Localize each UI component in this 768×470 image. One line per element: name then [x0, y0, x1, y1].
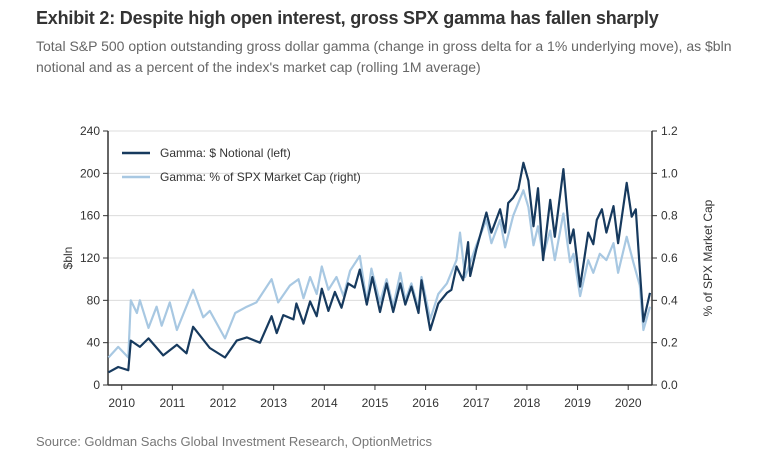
x-tick-label: 2014 — [311, 396, 338, 410]
chart-subtitle: Total S&P 500 option outstanding gross d… — [36, 38, 732, 75]
y-tick-label-left: 200 — [80, 166, 100, 180]
x-tick-label: 2018 — [514, 396, 541, 410]
x-tick-label: 2013 — [260, 396, 287, 410]
x-tick-label: 2017 — [463, 396, 490, 410]
x-tick-label: 2015 — [362, 396, 389, 410]
legend-label-pct: Gamma: % of SPX Market Cap (right) — [160, 170, 361, 184]
y-tick-label-right: 1.0 — [661, 166, 678, 180]
y-tick-label-right: 0.2 — [661, 336, 678, 350]
x-tick-label: 2020 — [615, 396, 642, 410]
y-tick-label-right: 0.0 — [661, 378, 678, 392]
x-tick-label: 2016 — [412, 396, 439, 410]
y-tick-label-left: 0 — [93, 378, 100, 392]
y-tick-label-right: 0.6 — [661, 251, 678, 265]
legend-label-notional: Gamma: $ Notional (left) — [160, 146, 291, 160]
y-tick-label-left: 120 — [80, 251, 100, 265]
y-tick-label-left: 80 — [87, 293, 101, 307]
series-line-notional — [107, 161, 652, 374]
y-axis-label-left: $bln — [61, 247, 75, 270]
y-tick-label-right: 1.2 — [661, 124, 678, 138]
y-tick-label-left: 240 — [80, 124, 100, 138]
legend: Gamma: $ Notional (left) Gamma: % of SPX… — [122, 146, 361, 184]
source-note: Source: Goldman Sachs Global Investment … — [36, 434, 432, 449]
x-tick-label: 2011 — [159, 396, 185, 410]
x-tick-label: 2019 — [564, 396, 591, 410]
x-tick-label: 2012 — [210, 396, 237, 410]
y-tick-label-left: 160 — [80, 209, 100, 223]
chart-title: Exhibit 2: Despite high open interest, g… — [36, 8, 659, 28]
y-tick-label-right: 0.4 — [661, 293, 678, 307]
x-tick-label: 2010 — [108, 396, 135, 410]
y-axis-label-right: % of SPX Market Cap — [701, 199, 715, 316]
y-tick-label-right: 0.8 — [661, 209, 678, 223]
y-tick-label-left: 40 — [87, 336, 101, 350]
